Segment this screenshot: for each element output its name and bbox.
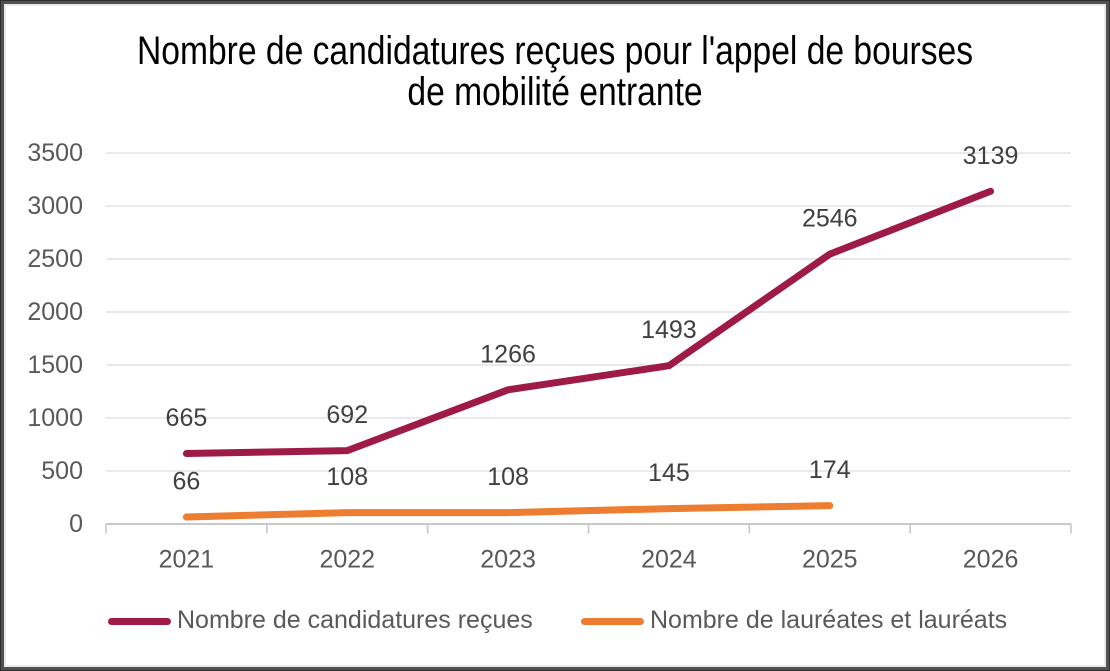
y-tick-label: 2500 xyxy=(27,245,83,273)
data-label: 3139 xyxy=(963,142,1019,170)
y-tick-label: 3500 xyxy=(27,139,83,167)
data-label: 1493 xyxy=(641,316,697,344)
y-tick-label: 1500 xyxy=(27,351,83,379)
y-tick-label: 0 xyxy=(69,510,83,538)
y-tick-label: 1000 xyxy=(27,404,83,432)
y-tick-label: 2000 xyxy=(27,298,83,326)
chart-title-line-1: Nombre de candidatures reçues pour l'app… xyxy=(136,29,974,73)
x-tick-label: 2024 xyxy=(641,546,697,574)
chart-title-line-2: de mobilité entrante xyxy=(407,69,703,114)
x-tick-label: 2021 xyxy=(159,546,215,574)
y-tick-label: 3000 xyxy=(27,192,83,220)
series-line-1 xyxy=(182,502,834,521)
chart-title: Nombre de candidatures reçues pour l'app… xyxy=(89,31,1022,112)
data-label: 692 xyxy=(326,401,368,429)
x-tick-label: 2025 xyxy=(802,546,858,574)
data-label: 2546 xyxy=(802,205,858,233)
data-label: 66 xyxy=(173,468,201,496)
series-line-0 xyxy=(182,187,995,457)
x-tick-label: 2026 xyxy=(963,546,1019,574)
x-tick-label: 2023 xyxy=(480,546,536,574)
x-tick-label: 2022 xyxy=(319,546,375,574)
data-label: 174 xyxy=(809,456,851,484)
data-label: 1266 xyxy=(480,340,536,368)
y-tick-label: 500 xyxy=(41,457,83,485)
data-label: 108 xyxy=(326,463,368,491)
data-label: 145 xyxy=(648,459,690,487)
data-label: 665 xyxy=(166,404,208,432)
data-label: 108 xyxy=(487,463,529,491)
